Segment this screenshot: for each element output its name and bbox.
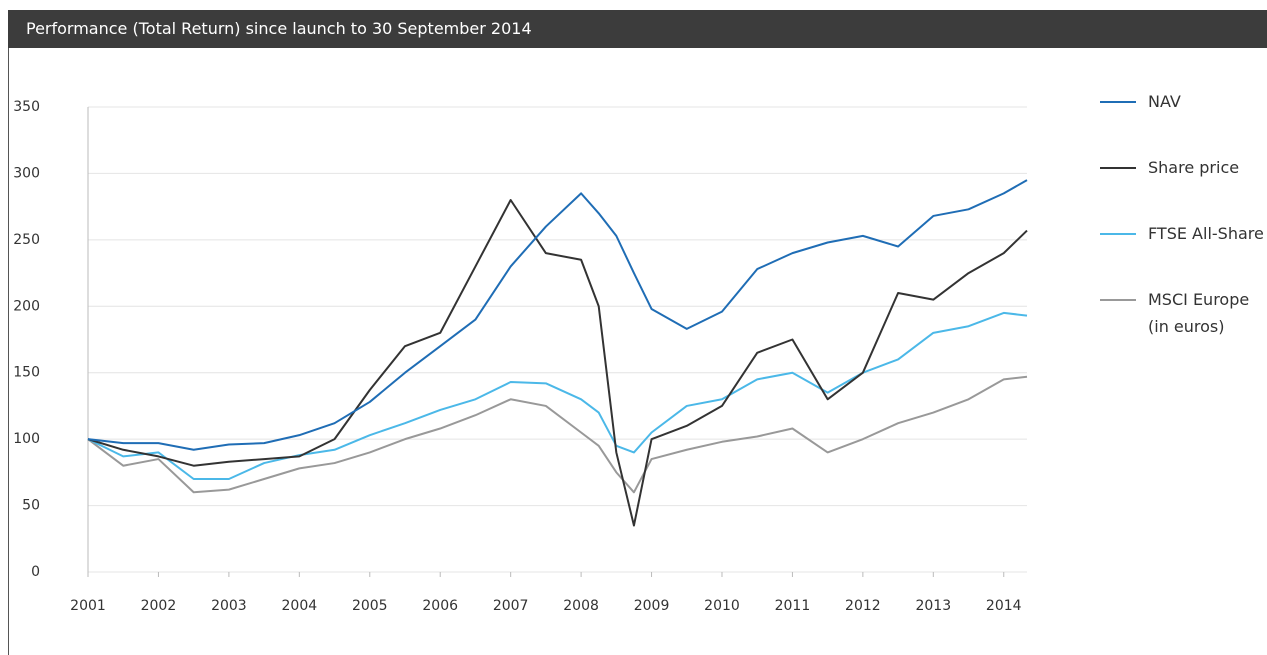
x-tick-label: 2011 [775, 598, 811, 614]
legend-swatch [1100, 101, 1136, 103]
legend-swatch [1100, 167, 1136, 169]
series-line [87, 375, 1028, 494]
series-line [87, 179, 1028, 451]
x-tick-label: 2006 [422, 598, 458, 614]
x-tick-label: 2003 [211, 598, 247, 614]
legend-label: FTSE All-Share [1148, 224, 1264, 243]
legend-label: NAV [1148, 92, 1181, 111]
y-tick-label: 50 [22, 498, 40, 514]
y-tick-label: 300 [13, 165, 40, 181]
x-tick-label: 2014 [986, 598, 1022, 614]
y-tick-label: 200 [13, 298, 40, 314]
x-tick-label: 2012 [845, 598, 881, 614]
x-tick-label: 2008 [563, 598, 599, 614]
frame [8, 48, 9, 655]
x-tick-label: 2005 [352, 598, 388, 614]
y-tick-label: 150 [13, 365, 40, 381]
x-tick-label: 2001 [70, 598, 106, 614]
x-tick-label: 2004 [282, 598, 318, 614]
y-tick-label: 100 [13, 431, 40, 447]
chart-title: Performance (Total Return) since launch … [8, 10, 1267, 48]
series-line [87, 311, 1028, 480]
legend-swatch [1100, 233, 1136, 235]
legend-label: Share price [1148, 158, 1240, 177]
x-tick-label: 2002 [141, 598, 177, 614]
y-tick-label: 0 [31, 564, 40, 580]
x-tick-label: 2009 [634, 598, 670, 614]
legend-swatch [1100, 299, 1136, 301]
x-tick-label: 2007 [493, 598, 529, 614]
x-tick-label: 2013 [915, 598, 951, 614]
x-tick-label: 2010 [704, 598, 740, 614]
y-tick-label: 350 [13, 99, 40, 115]
y-tick-label: 250 [13, 232, 40, 248]
legend-label: MSCI Europe (in euros) [1148, 290, 1250, 336]
series-line [87, 199, 1028, 527]
